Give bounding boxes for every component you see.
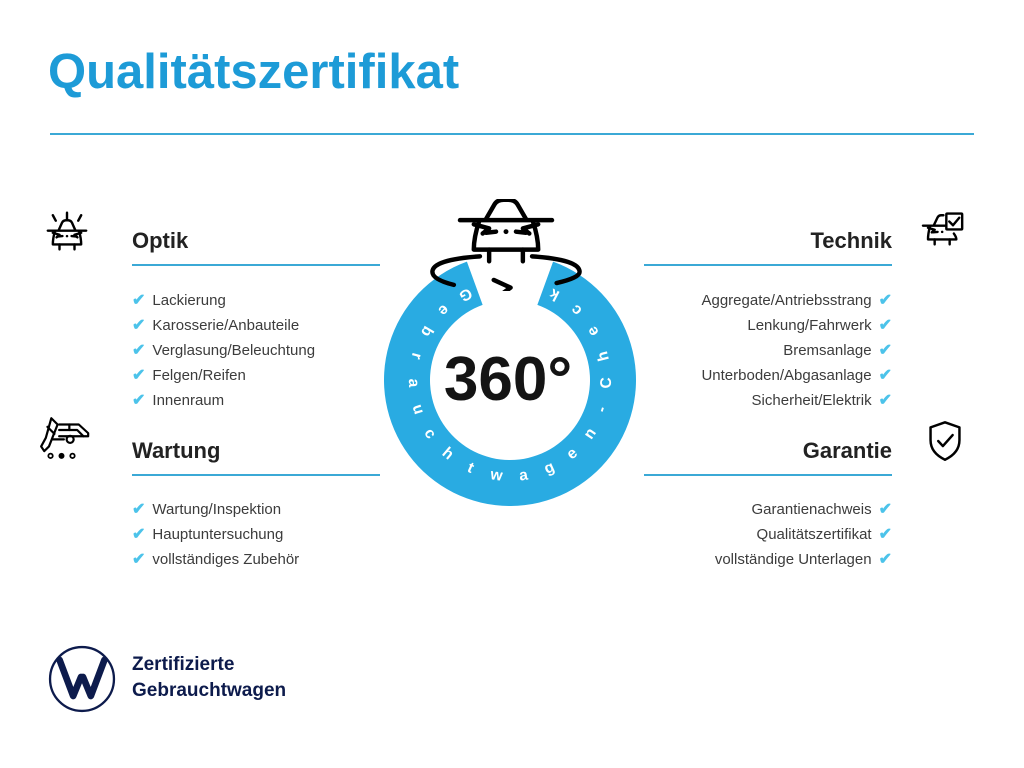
svg-text:a: a: [405, 378, 422, 388]
svg-text:360°: 360°: [444, 345, 572, 414]
svg-text:C: C: [598, 377, 615, 389]
